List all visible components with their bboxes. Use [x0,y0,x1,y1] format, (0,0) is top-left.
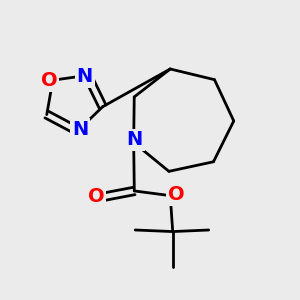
Text: N: N [127,130,143,149]
Text: O: O [168,185,185,204]
Text: N: N [72,120,88,139]
Text: O: O [88,187,104,206]
Text: O: O [41,71,57,90]
Text: N: N [77,68,93,86]
